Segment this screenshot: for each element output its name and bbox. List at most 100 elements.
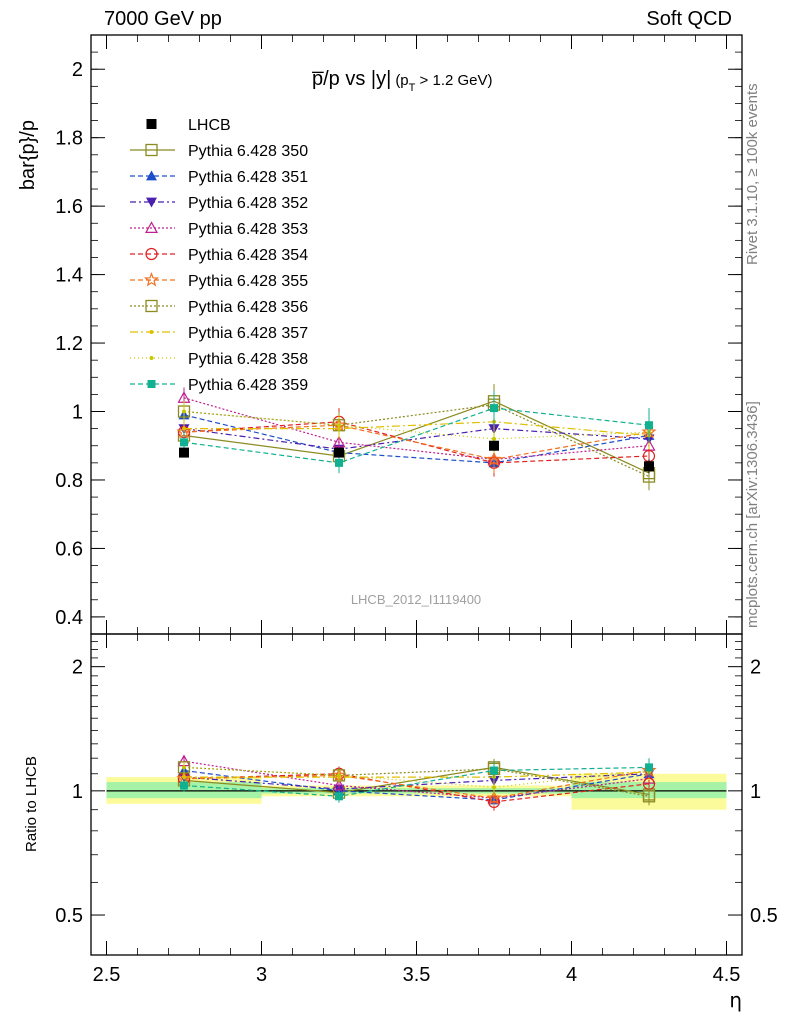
ratio-point [642, 790, 656, 803]
ratio-point [335, 792, 343, 801]
main-title-sub-T: T [409, 82, 416, 94]
legend-label: Pythia 6.428 350 [188, 143, 308, 160]
legend-marker [146, 197, 157, 208]
data-point [334, 447, 344, 458]
main-title-sub-open: (p [395, 72, 408, 89]
legend-entry: Pythia 6.428 351 [130, 169, 308, 186]
series-point [182, 409, 186, 414]
main-y-tick-label: 1.6 [55, 196, 83, 218]
legend-label: Pythia 6.428 353 [188, 221, 308, 238]
legend-marker [145, 143, 158, 157]
legend-label: Pythia 6.428 359 [188, 377, 308, 394]
ratio-y-tick-label: 1 [72, 781, 83, 803]
main-y-tick-label: 1.4 [55, 265, 83, 287]
series-line [183, 427, 650, 450]
series-point [492, 436, 496, 441]
legend-entry: Pythia 6.428 358 [130, 351, 308, 368]
ratio-axes-ticks: 0.5 0.5 1 1 2 2 2.5 3 3.5 4 4.5 [55, 634, 778, 986]
ratio-series-line [183, 766, 650, 797]
ratio-y-tick-label-right: 1 [750, 781, 761, 803]
ratio-point [332, 778, 346, 791]
ratio-point [645, 763, 653, 772]
legend-label: Pythia 6.428 355 [188, 273, 308, 290]
legend-entry: Pythia 6.428 350 [130, 143, 308, 160]
header-right-label: Soft QCD [646, 8, 732, 30]
main-y-tick-label: 1.2 [55, 333, 83, 355]
legend-marker [149, 356, 154, 360]
legend-marker [144, 221, 159, 233]
ratio-series-line [183, 769, 650, 801]
main-y-tick-label: 2 [72, 59, 83, 81]
ratio-series-line [183, 769, 650, 799]
series-line [183, 414, 650, 464]
legend-entry: Pythia 6.428 356 [130, 299, 308, 316]
series-line [183, 404, 650, 478]
legend-label: Pythia 6.428 354 [188, 247, 308, 264]
ratio-point [490, 766, 498, 775]
ratio-series-line [184, 771, 650, 778]
ratio-series-line [183, 766, 650, 788]
series-point [490, 404, 498, 413]
main-title: p̅/p vs |y| (pT > 1.2 GeV) [312, 68, 493, 94]
ratio-point [486, 790, 502, 805]
ratio-y-axis-label: Ratio to LHCB [23, 756, 40, 852]
data-series-lhcb [179, 440, 654, 474]
series-10 [180, 390, 653, 474]
legend-entry: Pythia 6.428 359 [130, 377, 308, 394]
legend-marker [146, 170, 157, 181]
ratio-series-line [183, 766, 650, 797]
ratio-point [492, 785, 496, 790]
x-tick-label: 3.5 [403, 964, 431, 986]
legend-marker [145, 299, 158, 313]
ratio-plot-frame [90, 633, 743, 956]
ratio-y-tick-label: 0.5 [55, 905, 83, 927]
legend-label: Pythia 6.428 357 [188, 325, 308, 342]
series-line [183, 410, 650, 440]
legend-entry: LHCB [146, 117, 231, 134]
main-y-tick-label: 1 [72, 402, 83, 424]
legend-entry: Pythia 6.428 357 [130, 325, 308, 342]
series-point [180, 438, 188, 447]
series-line [183, 400, 650, 474]
legend: LHCB Pythia 6.428 350 Pythia 6.428 351 Pyth… [130, 117, 308, 394]
legend-label: Pythia 6.428 352 [188, 195, 308, 212]
ratio-series-line [183, 773, 650, 790]
legend-entry: Pythia 6.428 354 [130, 247, 308, 264]
series-line [183, 397, 650, 461]
ratio-point [182, 775, 186, 780]
rivet-version-label: Rivet 3.1.10, ≥ 100k events [744, 83, 761, 265]
ratio-plot-panel: 0.5 0.5 1 1 2 2 2.5 3 3.5 4 4.5 Ratio to LHCB η [23, 633, 778, 1012]
header-left-label: 7000 GeV pp [104, 8, 222, 30]
series-point [182, 426, 186, 431]
legend-marker [149, 330, 154, 334]
main-y-tick-label: 0.8 [55, 470, 83, 492]
legend-entry: Pythia 6.428 352 [130, 195, 308, 212]
series-point [335, 458, 343, 467]
main-y-tick-label: 0.6 [55, 538, 83, 560]
main-y-tick-label: 0.4 [55, 607, 83, 629]
main-series-group [176, 384, 657, 491]
series-point [486, 451, 502, 466]
ratio-y-tick-label-right: 0.5 [750, 905, 778, 927]
data-point [489, 440, 499, 451]
main-title-text: p̅/p vs |y| [312, 68, 391, 90]
ratio-series-10 [180, 758, 653, 803]
data-point [179, 447, 189, 458]
main-axes-ticks: 0.4 0.6 0.8 1 1.2 1.4 1.6 1.8 2 [55, 34, 742, 634]
legend-marker [145, 247, 158, 261]
x-axis-label: η [729, 988, 742, 1012]
x-tick-label: 2.5 [93, 964, 121, 986]
ratio-series-line [183, 773, 650, 803]
x-tick-label: 4 [566, 964, 577, 986]
ratio-y-tick-label-right: 2 [750, 657, 761, 679]
ratio-point [182, 765, 186, 770]
legend-label: Pythia 6.428 351 [188, 169, 308, 186]
legend-entry: Pythia 6.428 353 [130, 221, 308, 238]
series-line [183, 424, 650, 461]
ratio-series-line [183, 766, 650, 796]
legend-label: LHCB [188, 117, 231, 134]
main-plot-panel: 0.4 0.6 0.8 1 1.2 1.4 1.6 1.8 2 LHCB Pythia 6.428… [17, 34, 743, 635]
x-tick-label: 3 [256, 964, 267, 986]
legend-marker [147, 380, 156, 388]
